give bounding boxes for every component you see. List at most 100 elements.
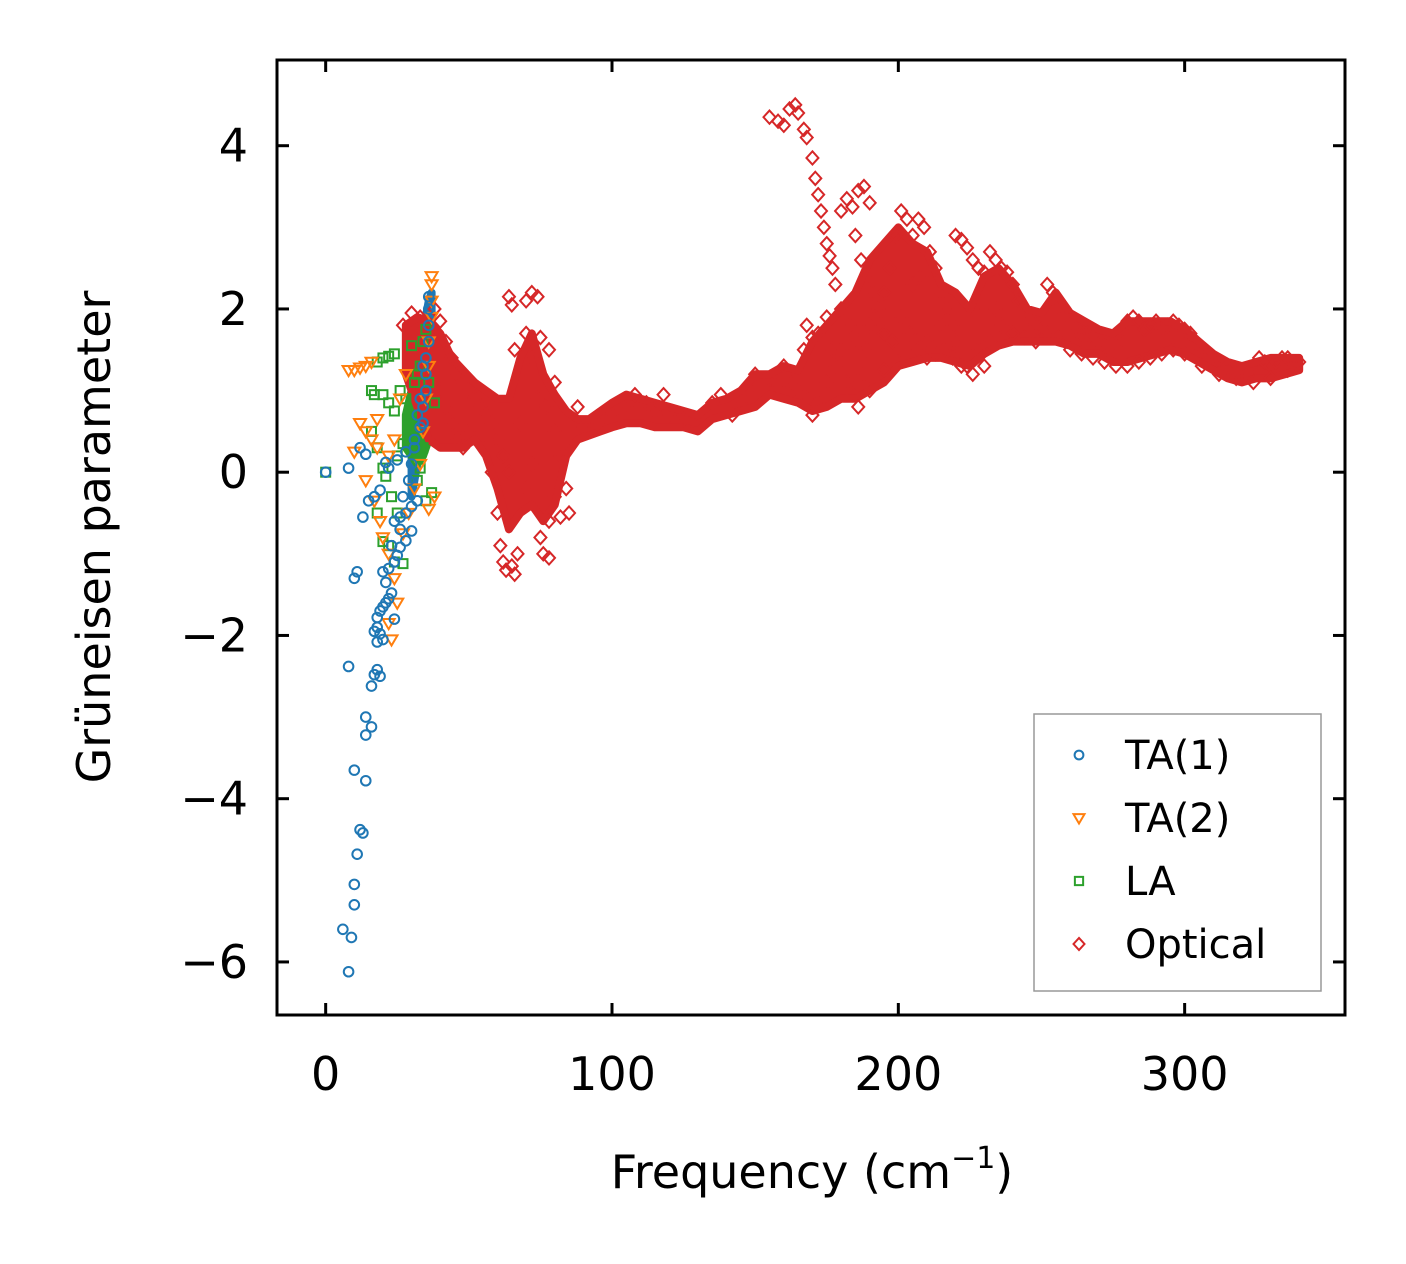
- ta-1-point: [397, 490, 409, 503]
- optical-point: [541, 341, 557, 358]
- optical-point: [790, 104, 806, 122]
- optical-point: [902, 325, 918, 342]
- ta-2-point: [423, 271, 440, 285]
- legend-label-la: LA: [1125, 859, 1176, 905]
- optical-point: [1131, 353, 1147, 371]
- ta-1-point: [374, 628, 386, 640]
- optical-point: [507, 566, 523, 583]
- optical-point: [905, 276, 920, 293]
- optical-point: [1154, 321, 1170, 338]
- optical-point: [810, 325, 826, 342]
- ta-1-point: [377, 565, 389, 578]
- optical-point: [762, 370, 777, 387]
- ta-1-point: [382, 562, 395, 575]
- optical-point: [862, 317, 878, 334]
- optical-point: [827, 276, 843, 293]
- optical-point: [842, 317, 858, 334]
- ta-1-point: [357, 511, 369, 523]
- optical-point: [547, 488, 563, 505]
- optical-point: [971, 341, 986, 358]
- optical-point: [885, 333, 900, 350]
- optical-point: [639, 394, 654, 411]
- optical-point: [1280, 362, 1296, 379]
- optical-point: [1051, 329, 1067, 346]
- ta-1-point: [359, 711, 372, 723]
- optical-point: [805, 149, 820, 167]
- optical-point: [893, 309, 909, 326]
- y-tick-labels: −6 −4 −2 0 2 4: [180, 119, 248, 989]
- ta-1-point: [368, 490, 381, 503]
- optical-point: [484, 415, 500, 432]
- optical-point: [787, 96, 803, 113]
- optical-point: [1028, 317, 1044, 334]
- ta-1-point: [357, 827, 369, 839]
- optical-point: [994, 317, 1009, 334]
- optical-point: [799, 317, 815, 334]
- legend-marker-ta-1: [1073, 749, 1085, 761]
- optical-point: [541, 549, 557, 566]
- optical-point: [507, 341, 523, 358]
- optical-series: [395, 96, 1307, 583]
- optical-point: [1108, 337, 1124, 354]
- optical-point: [1165, 341, 1181, 358]
- optical-point: [1291, 353, 1307, 371]
- optical-point: [1165, 313, 1181, 330]
- la-point: [383, 350, 395, 362]
- optical-point: [890, 353, 906, 371]
- ta-1-point: [408, 441, 421, 454]
- optical-point: [870, 300, 886, 318]
- optical-point: [1177, 345, 1193, 362]
- ta-1-point: [422, 335, 435, 348]
- optical-point: [495, 447, 511, 464]
- optical-point: [561, 504, 577, 522]
- optical-point: [799, 129, 815, 146]
- optical-point: [1034, 321, 1049, 338]
- optical-point: [856, 178, 872, 195]
- optical-point: [862, 382, 878, 399]
- y-tick-label: 0: [219, 445, 248, 499]
- optical-point: [676, 411, 691, 428]
- optical-point: [911, 341, 926, 358]
- optical-point: [1194, 341, 1210, 358]
- legend-marker-la: [1073, 875, 1085, 887]
- ta-2-point: [398, 369, 414, 383]
- ta-2-point: [423, 279, 440, 293]
- optical-point: [939, 300, 955, 318]
- ta-1-point: [411, 494, 424, 507]
- optical-point: [776, 117, 792, 134]
- optical-point: [796, 121, 812, 138]
- optical-point: [1268, 353, 1284, 371]
- ta-2-point: [369, 413, 385, 428]
- legend: TA(1) TA(2) LA Optical: [1033, 713, 1322, 992]
- la-point: [388, 405, 400, 417]
- optical-point: [1177, 321, 1193, 338]
- legend-label-optical: Optical: [1125, 922, 1266, 968]
- optical-point: [945, 349, 961, 367]
- optical-point: [576, 419, 591, 436]
- optical-point: [862, 194, 878, 211]
- optical-point: [913, 268, 929, 285]
- optical-point: [524, 349, 540, 367]
- optical-point: [404, 304, 419, 322]
- optical-point: [982, 333, 998, 350]
- optical-point: [475, 439, 491, 456]
- optical-point: [813, 202, 829, 220]
- axis-ticks: [277, 60, 1345, 1015]
- ta-1-point: [380, 456, 392, 469]
- legend-label-ta-2: TA(2): [1124, 796, 1230, 842]
- optical-point: [865, 284, 880, 301]
- optical-point: [1125, 309, 1141, 326]
- optical-point: [518, 325, 534, 342]
- ta-1-point: [359, 448, 372, 461]
- la-point: [377, 389, 389, 401]
- optical-point: [747, 366, 763, 383]
- optical-point: [976, 358, 992, 375]
- optical-point: [850, 333, 866, 350]
- ta-1-point: [377, 633, 389, 646]
- optical-point: [876, 325, 892, 342]
- x-tick-label: 100: [568, 1047, 656, 1101]
- optical-point: [799, 390, 815, 407]
- optical-point: [1097, 337, 1112, 354]
- ta-1-point: [422, 319, 435, 332]
- ta-1-point: [365, 680, 378, 692]
